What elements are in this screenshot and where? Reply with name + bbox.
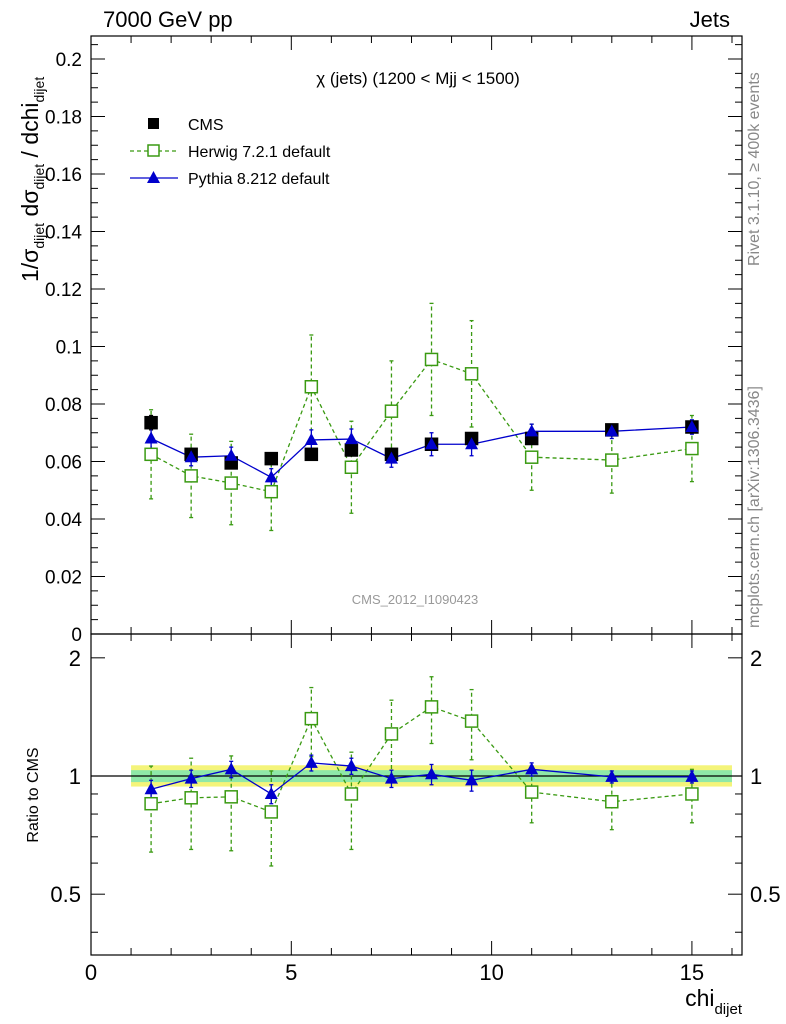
ratio-herwig-point: [464, 714, 479, 728]
ratio-y-tick-label: 0.5: [50, 882, 81, 907]
ratio-y-tick-label-right: 2: [750, 646, 762, 671]
herwig-point: [605, 453, 619, 467]
header-observable-label: Jets: [689, 7, 730, 32]
herwig-point: [184, 469, 198, 483]
herwig-point: [304, 380, 319, 394]
pythia-point: [184, 450, 198, 463]
herwig-point: [144, 447, 158, 462]
pythia-point: [605, 424, 619, 437]
cms-point: [304, 447, 319, 462]
ratio-herwig-point: [224, 790, 238, 804]
cms-point: [344, 443, 359, 457]
cms-point: [144, 415, 158, 430]
ratio-y-tick-label-right: 0.5: [750, 882, 781, 907]
ratio-pythia-point: [144, 782, 158, 795]
chart-title: χ (jets) (1200 < Mjj < 1500): [316, 69, 520, 88]
herwig-point: [464, 367, 479, 381]
ratio-herwig-point: [264, 805, 279, 819]
ratio-herwig-point: [424, 700, 439, 714]
x-axis-label: chidijet: [685, 985, 743, 1018]
cms-point: [264, 451, 279, 466]
y-tick-label: 0.12: [45, 280, 82, 301]
pythia-point: [384, 451, 398, 464]
herwig-point: [264, 484, 279, 499]
pythia-point: [425, 437, 439, 450]
ratio-herwig-point: [384, 727, 399, 741]
y-axis-label: 1/σdijet dσdijet / dchidijet: [17, 77, 47, 282]
pythia-line: [150, 426, 692, 479]
ratio-pythia-point: [304, 755, 318, 768]
y-tick-label: 0.06: [45, 453, 82, 474]
ratio-y-axis-label: Ratio to CMS: [25, 747, 42, 842]
x-tick-label: 0: [85, 960, 97, 985]
herwig-point: [384, 404, 399, 418]
pythia-point: [304, 432, 318, 445]
ratio-herwig-point: [144, 796, 158, 811]
ratio-pythia-point: [264, 786, 278, 799]
y-tick-label: 0.18: [45, 108, 82, 129]
y-tick-label: 0.16: [45, 165, 82, 186]
herwig-point: [344, 460, 359, 474]
pythia-point: [344, 432, 358, 445]
ratio-y-tick-label: 1: [69, 764, 81, 789]
x-tick-label: 5: [285, 960, 297, 985]
ratio-plot-frame: [90, 633, 743, 956]
ratio-pythia-point: [384, 771, 398, 784]
legend-label: CMS: [188, 117, 224, 134]
ratio-pythia-line: [150, 762, 692, 795]
ratio-pythia-point: [224, 762, 238, 775]
ratio-herwig-point: [304, 711, 319, 726]
pythia-point: [264, 470, 278, 483]
pythia-point: [224, 448, 238, 461]
pythia-point: [144, 431, 158, 444]
ratio-herwig-point: [685, 787, 699, 801]
ratio-pythia-point: [605, 769, 619, 782]
ratio-pythia-point: [465, 773, 479, 786]
x-tick-label: 15: [680, 960, 704, 985]
herwig-point: [524, 450, 539, 464]
ratio-y-tick-label-right: 1: [750, 764, 762, 789]
y-tick-label: 0.08: [45, 395, 82, 416]
ratio-herwig-point: [605, 794, 619, 809]
pythia-point: [685, 420, 699, 432]
ratio-herwig-point: [524, 785, 539, 799]
ratio-herwig-point: [184, 791, 198, 805]
pythia-point: [525, 424, 539, 437]
legend-marker-pythia: [147, 171, 160, 183]
herwig-point: [424, 352, 439, 367]
legend-marker-cms: [148, 118, 159, 129]
header-process-label: 7000 GeV pp: [103, 7, 233, 32]
herwig-point: [685, 441, 699, 456]
y-tick-label: 0: [71, 625, 82, 646]
ratio-pythia-point: [344, 759, 358, 772]
legend-label: Pythia 8.212 default: [188, 171, 330, 188]
ratio-pythia-point: [525, 762, 539, 775]
ratio-pythia-point: [685, 769, 699, 782]
pythia-point: [465, 437, 479, 450]
x-tick-label: 10: [479, 960, 503, 985]
legend-label: Herwig 7.2.1 default: [188, 144, 331, 161]
ratio-y-tick-label: 2: [69, 646, 81, 671]
ratio-herwig-point: [344, 787, 359, 801]
ratio-pythia-point: [184, 771, 198, 784]
y-tick-label: 0.04: [45, 510, 82, 531]
y-tick-label: 0.1: [56, 338, 82, 359]
analysis-id-label: CMS_2012_I1090423: [352, 592, 479, 607]
y-tick-label: 0.14: [45, 223, 82, 244]
ratio-pythia-point: [425, 767, 439, 780]
y-tick-label: 0.2: [56, 50, 82, 71]
legend-marker-herwig: [147, 144, 160, 157]
y-tick-label: 0.02: [45, 568, 82, 589]
herwig-point: [224, 476, 238, 490]
